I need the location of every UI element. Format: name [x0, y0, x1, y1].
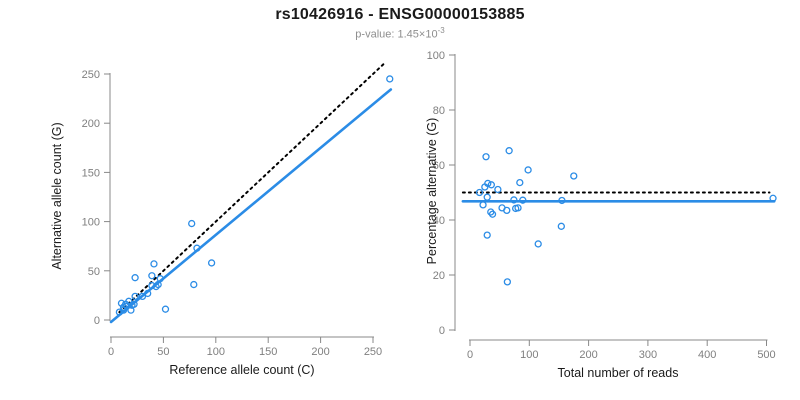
data-point: [483, 231, 491, 239]
y-tick-label: 50: [88, 266, 100, 278]
data-point: [475, 188, 484, 197]
data-point: [154, 280, 162, 289]
x-tick-label: 400: [698, 349, 716, 361]
y-tick-label: 80: [433, 105, 445, 117]
data-point: [482, 153, 490, 161]
pvalue-exponent: -3: [437, 26, 445, 35]
data-point: [503, 278, 512, 286]
data-point: [505, 147, 513, 155]
data-point: [524, 166, 532, 174]
chart-title: rs10426916 - ENSG00000153885: [275, 6, 525, 23]
data-point: [188, 219, 196, 228]
y-tick-label: 200: [82, 118, 100, 130]
data-point: [494, 185, 502, 194]
data-point: [557, 222, 565, 230]
data-point: [130, 300, 138, 308]
right-y-axis-title: Percentage alternative (G): [425, 117, 439, 265]
x-tick-label: 150: [259, 346, 277, 358]
x-tick-label: 50: [157, 346, 169, 358]
data-point: [510, 196, 518, 204]
data-point: [127, 306, 135, 314]
data-point: [483, 193, 491, 201]
data-point: [117, 299, 126, 307]
data-point: [131, 274, 139, 282]
x-tick-label: 0: [108, 346, 114, 358]
y-tick-label: 150: [82, 167, 100, 179]
pvalue-text: p-value: 1.45×10: [355, 28, 438, 41]
data-point: [207, 259, 216, 267]
x-tick-label: 250: [364, 346, 382, 358]
data-point: [534, 240, 542, 248]
x-tick-label: 100: [520, 349, 538, 361]
left-scatter-plot: 0 50 100 150 200 250 0 50 100 150 200 250: [82, 61, 394, 358]
data-point: [148, 272, 156, 280]
right-x-axis-title: Total number of reads: [557, 366, 679, 380]
data-point: [487, 181, 495, 189]
y-tick-label: 250: [82, 69, 100, 81]
x-tick-label: 200: [579, 349, 597, 361]
data-point: [144, 289, 152, 298]
data-point: [519, 196, 527, 204]
left-x-axis-title: Reference allele count (C): [169, 363, 315, 377]
y-tick-label: 20: [433, 270, 445, 282]
data-point: [484, 179, 492, 188]
x-tick-label: 500: [757, 349, 775, 361]
data-point: [193, 244, 201, 252]
data-point: [190, 280, 198, 289]
fit-line: [109, 88, 393, 324]
x-tick-label: 0: [467, 349, 473, 361]
data-point: [115, 308, 124, 316]
y-tick-label: 0: [94, 315, 100, 327]
y-tick-label: 100: [82, 217, 100, 229]
data-point: [119, 306, 128, 314]
right-scatter-plot: 0 100 200 300 400 500 0 20 40 60 80 100: [427, 50, 777, 361]
left-y-axis-title: Alternative allele count (G): [50, 122, 64, 270]
data-point: [152, 282, 160, 291]
data-point: [769, 194, 777, 202]
data-point: [138, 292, 147, 301]
x-tick-label: 300: [639, 349, 657, 361]
data-point: [558, 196, 566, 205]
y-tick-label: 0: [439, 325, 445, 337]
x-tick-label: 200: [311, 346, 329, 358]
y-tick-label: 40: [433, 215, 445, 227]
data-point: [386, 75, 394, 83]
y-tick-label: 100: [427, 50, 445, 62]
data-point: [161, 305, 170, 313]
data-point: [516, 178, 524, 187]
reference-line: [118, 61, 387, 314]
chart-subtitle: p-value: 1.45×10-3: [0, 26, 800, 41]
data-point: [131, 292, 139, 301]
data-point: [479, 201, 487, 209]
data-point: [150, 260, 158, 268]
data-point: [570, 172, 578, 180]
data-point: [503, 206, 511, 215]
x-tick-label: 100: [207, 346, 225, 358]
data-point: [488, 210, 497, 218]
y-tick-label: 60: [433, 160, 445, 172]
data-point: [514, 204, 522, 212]
